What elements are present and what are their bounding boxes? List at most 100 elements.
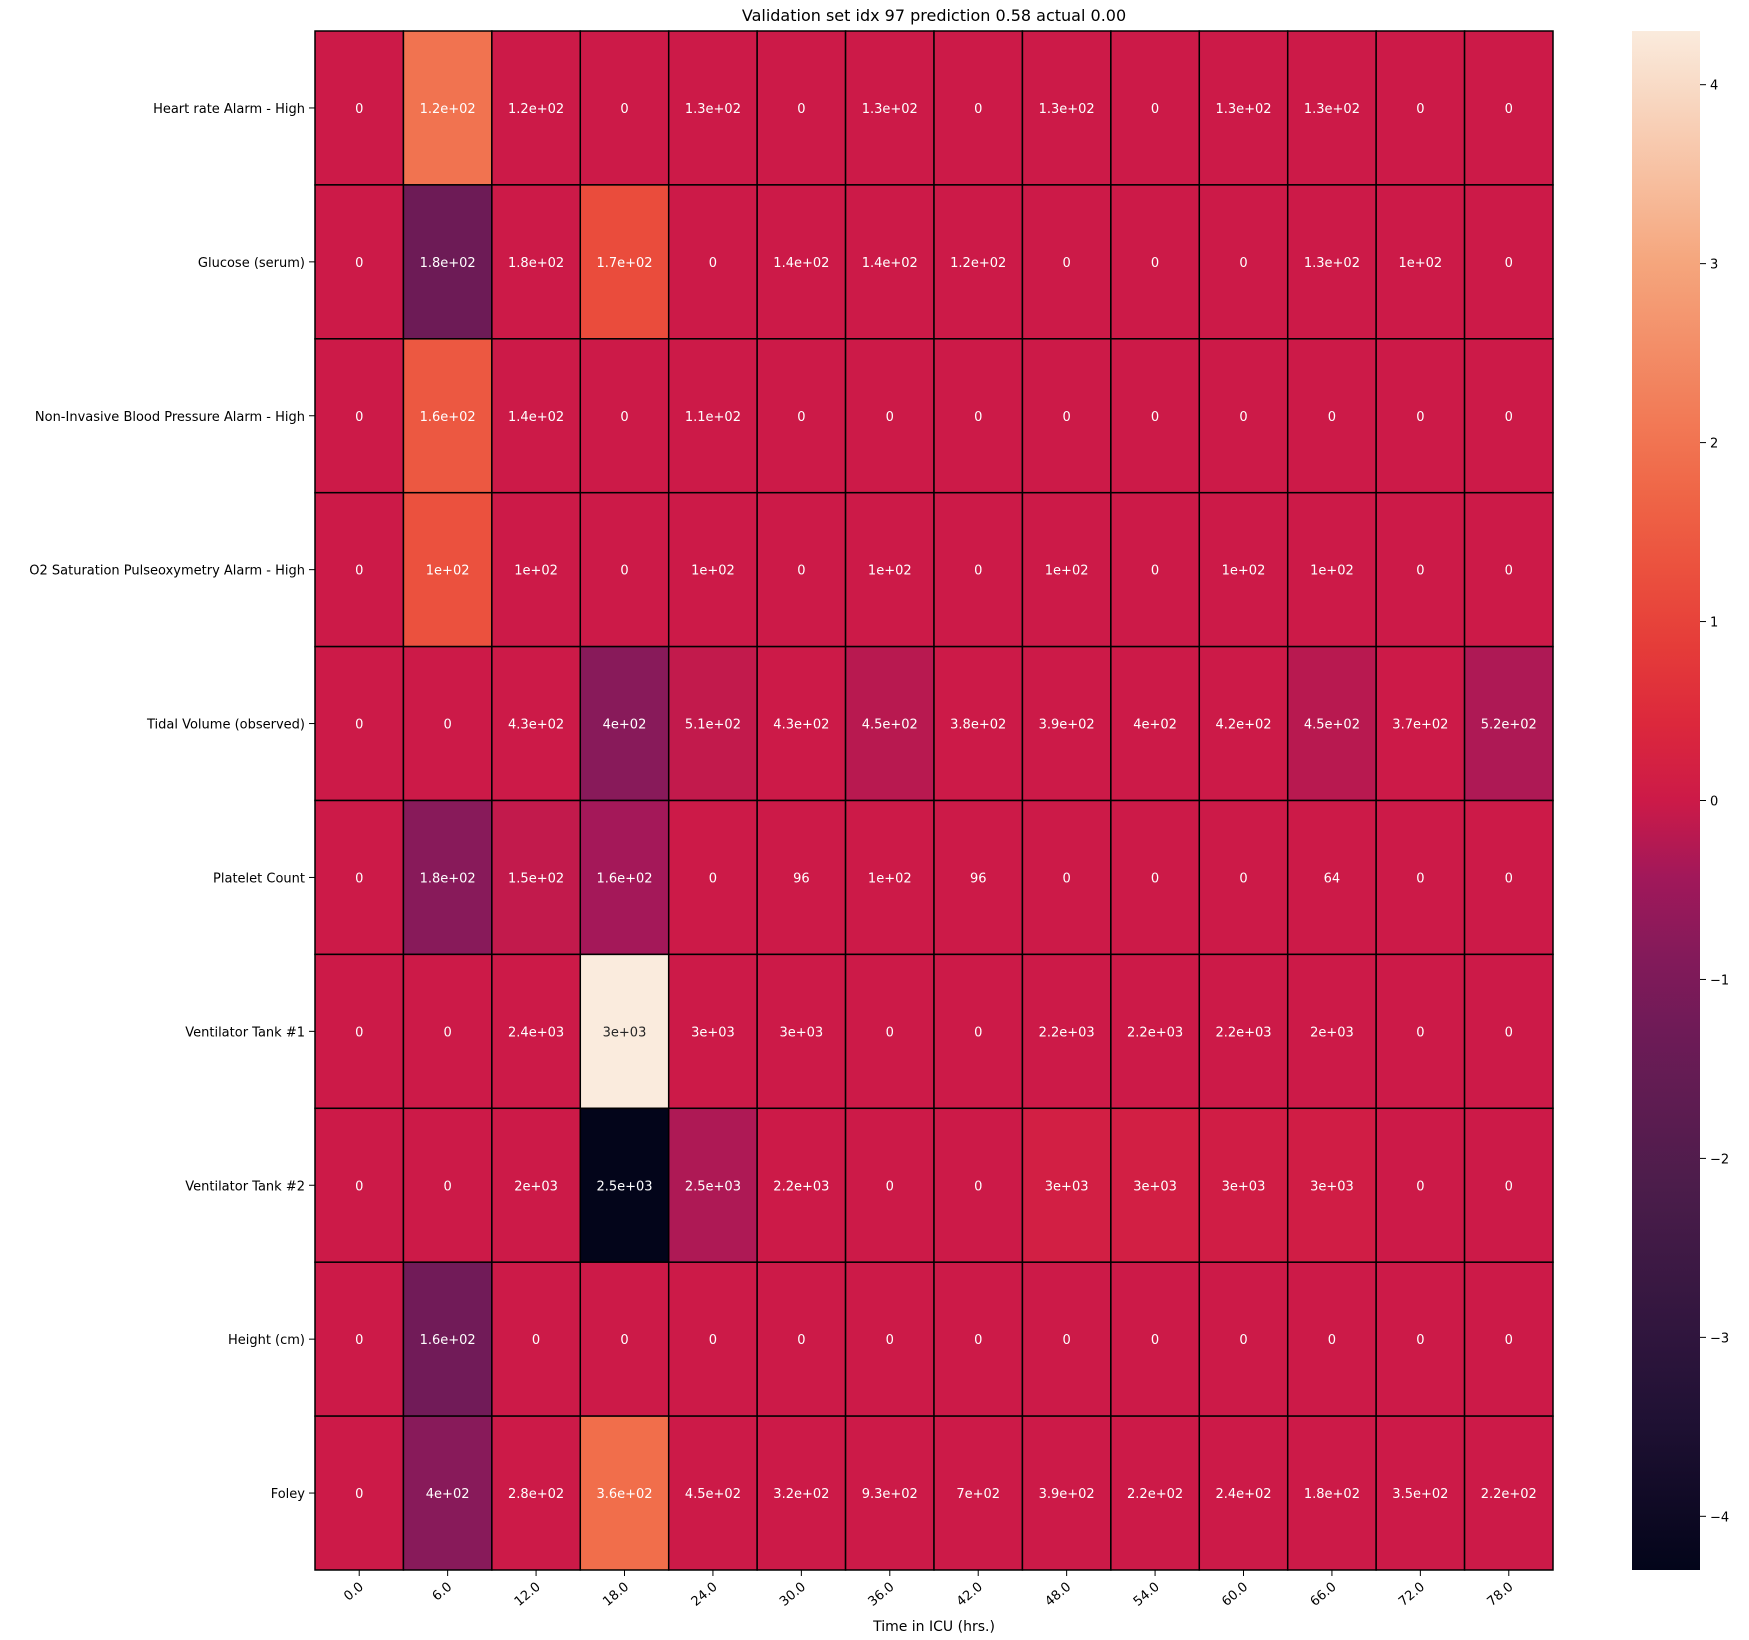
heatmap-cell bbox=[1110, 1261, 1201, 1417]
colorbar-tick-label: 2 bbox=[1710, 437, 1718, 452]
heatmap-cell bbox=[1375, 645, 1466, 802]
heatmap-cell bbox=[1463, 799, 1554, 956]
cell-annotation: 0 bbox=[797, 102, 805, 117]
cell-annotation: 0 bbox=[355, 564, 363, 579]
heatmap-cell bbox=[756, 1107, 847, 1263]
cell-annotation: 1e+02 bbox=[691, 564, 735, 579]
cell-annotation: 0 bbox=[1151, 256, 1159, 271]
cell-annotation: 3.8e+02 bbox=[950, 718, 1006, 733]
cell-annotation: 4.3e+02 bbox=[773, 718, 829, 733]
heatmap-cell bbox=[1286, 645, 1377, 802]
cell-annotation: 0 bbox=[1239, 410, 1247, 425]
heatmap-cell bbox=[1375, 491, 1466, 648]
heatmap-cell bbox=[1375, 30, 1466, 186]
heatmap-cell bbox=[844, 338, 935, 494]
cell-annotation: 0 bbox=[886, 1025, 894, 1040]
cell-annotation: 0 bbox=[1239, 1333, 1247, 1348]
heatmap-cell bbox=[1463, 1415, 1554, 1571]
cell-annotation: 0 bbox=[797, 1333, 805, 1348]
cell-annotation: 0 bbox=[1328, 1333, 1336, 1348]
y-tick-label: Glucose (serum) bbox=[198, 256, 305, 271]
x-tick-label: 6.0 bbox=[430, 1580, 455, 1605]
cell-annotation: 0 bbox=[1505, 102, 1513, 117]
cell-annotation: 0 bbox=[1416, 1025, 1424, 1040]
heatmap-cell bbox=[579, 491, 670, 648]
cell-annotation: 3.9e+02 bbox=[1039, 1487, 1095, 1502]
cell-annotation: 4e+02 bbox=[426, 1487, 470, 1502]
cell-annotation: 0 bbox=[1505, 564, 1513, 579]
y-tick-label: O2 Saturation Pulseoxymetry Alarm - High bbox=[29, 564, 305, 579]
y-tick-label: Foley bbox=[271, 1487, 306, 1502]
cell-annotation: 64 bbox=[1324, 871, 1341, 886]
cell-annotation: 0 bbox=[620, 1333, 628, 1348]
heatmap-cell bbox=[1375, 1107, 1466, 1263]
y-tick-label: Heart rate Alarm - High bbox=[153, 102, 305, 117]
heatmap-cell bbox=[579, 30, 670, 186]
heatmap-cell bbox=[844, 1261, 935, 1417]
cell-annotation: 1.6e+02 bbox=[420, 1333, 476, 1348]
heatmap-cell bbox=[1021, 491, 1112, 648]
cell-annotation: 0 bbox=[1151, 1333, 1159, 1348]
cell-annotation: 0 bbox=[797, 564, 805, 579]
y-tick-label: Non-Invasive Blood Pressure Alarm - High bbox=[35, 410, 305, 425]
heatmap-cell bbox=[1463, 338, 1554, 494]
cell-annotation: 0 bbox=[355, 1333, 363, 1348]
heatmap-cell bbox=[1198, 1261, 1289, 1417]
heatmap-cell bbox=[1110, 953, 1201, 1110]
colorbar-tick-label: 0 bbox=[1710, 795, 1718, 810]
heatmap-cell bbox=[579, 1107, 670, 1263]
heatmap-cell bbox=[667, 1107, 758, 1263]
cell-annotation: 4.5e+02 bbox=[685, 1487, 741, 1502]
heatmap-cell bbox=[844, 491, 935, 648]
heatmap-cell bbox=[1463, 30, 1554, 186]
cell-annotation: 0 bbox=[974, 1025, 982, 1040]
heatmap-cell bbox=[1286, 491, 1377, 648]
cell-annotation: 3.9e+02 bbox=[1039, 718, 1095, 733]
cell-annotation: 0 bbox=[355, 1025, 363, 1040]
cell-annotation: 0 bbox=[1505, 1179, 1513, 1194]
cell-annotation: 0 bbox=[444, 1025, 452, 1040]
chart-title: Validation set idx 97 prediction 0.58 ac… bbox=[742, 6, 1126, 25]
colorbar-tick-label: −3 bbox=[1710, 1331, 1729, 1346]
cell-annotation: 2.4e+02 bbox=[1215, 1487, 1271, 1502]
heatmap-cell bbox=[1463, 491, 1554, 648]
cell-annotation: 0 bbox=[1416, 102, 1424, 117]
cell-annotation: 4.3e+02 bbox=[508, 718, 564, 733]
cell-annotation: 1e+02 bbox=[514, 564, 558, 579]
cell-annotation: 0 bbox=[1505, 410, 1513, 425]
cell-annotation: 0 bbox=[1416, 1179, 1424, 1194]
heatmap-cell bbox=[844, 184, 935, 340]
heatmap-cell bbox=[1021, 184, 1112, 340]
cell-annotation: 1.8e+02 bbox=[508, 256, 564, 271]
cell-annotation: 4e+02 bbox=[603, 718, 647, 733]
cell-annotation: 0 bbox=[620, 102, 628, 117]
cell-annotation: 1.2e+02 bbox=[950, 256, 1006, 271]
cell-annotation: 4.5e+02 bbox=[1304, 718, 1360, 733]
heatmap-cell bbox=[314, 30, 405, 186]
heatmap-cell bbox=[1286, 953, 1377, 1110]
cell-annotation: 0 bbox=[355, 410, 363, 425]
heatmap-cell bbox=[1463, 1107, 1554, 1263]
heatmap-cell bbox=[1375, 184, 1466, 340]
x-tick-label: 54.0 bbox=[1131, 1580, 1163, 1610]
heatmap-cells bbox=[314, 30, 1554, 1571]
cell-annotation: 5.2e+02 bbox=[1481, 718, 1537, 733]
heatmap-cell bbox=[756, 1261, 847, 1417]
cell-annotation: 0 bbox=[620, 410, 628, 425]
colorbar-tick-label: −2 bbox=[1710, 1152, 1729, 1167]
cell-annotation: 0 bbox=[974, 1333, 982, 1348]
cell-annotation: 0 bbox=[886, 1333, 894, 1348]
heatmap-cell bbox=[667, 491, 758, 648]
cell-annotation: 3e+03 bbox=[691, 1025, 735, 1040]
heatmap-cell bbox=[402, 30, 493, 186]
cell-annotation: 1e+02 bbox=[1310, 564, 1354, 579]
heatmap-cell bbox=[491, 491, 582, 648]
heatmap-cell bbox=[491, 1415, 582, 1571]
heatmap-cell bbox=[1021, 1415, 1112, 1571]
cell-annotation: 1.8e+02 bbox=[420, 256, 476, 271]
cell-annotation: 2.2e+03 bbox=[1127, 1025, 1183, 1040]
y-tick-label: Ventilator Tank #1 bbox=[185, 1025, 305, 1040]
cell-annotation: 2.4e+03 bbox=[508, 1025, 564, 1040]
cell-annotation: 1e+02 bbox=[1222, 564, 1266, 579]
